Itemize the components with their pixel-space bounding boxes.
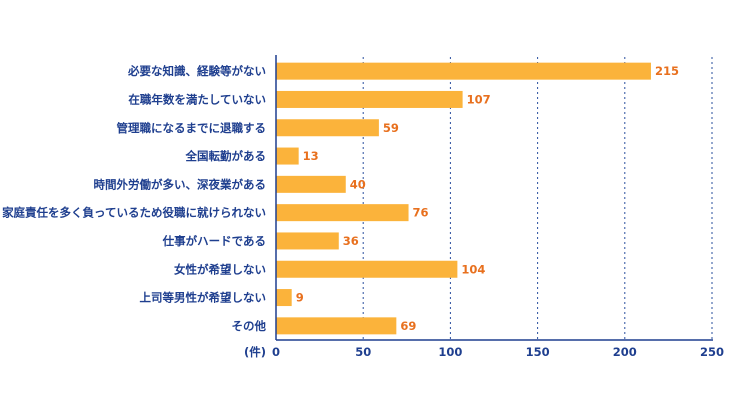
data-label: 69: [400, 319, 416, 333]
x-tick-label: 250: [700, 345, 724, 359]
x-tick-label: 50: [355, 345, 371, 359]
category-labels: 必要な知識、経験等がない在職年数を満たしていない管理職になるまでに退職する全国転…: [2, 64, 266, 333]
x-tick-label: 150: [526, 345, 550, 359]
category-label: 女性が希望しない: [174, 262, 266, 276]
bars: [276, 62, 651, 335]
category-label: 管理職になるまでに退職する: [117, 121, 267, 135]
category-label: 仕事がハードである: [162, 234, 266, 248]
x-tick-label: 0: [272, 345, 280, 359]
category-label: 時間外労働が多い、深夜業がある: [94, 177, 267, 191]
category-label: 全国転勤がある: [185, 149, 267, 163]
bar: [276, 90, 463, 108]
data-labels: 215 107 59 13 40 76 36 104 9 69: [296, 64, 679, 333]
bar: [276, 204, 409, 222]
bar: [276, 62, 651, 80]
bar: [276, 119, 379, 137]
data-label: 107: [467, 92, 491, 106]
data-label: 215: [655, 64, 679, 78]
data-label: 59: [383, 121, 399, 135]
data-label: 9: [296, 291, 304, 305]
data-label: 40: [350, 177, 366, 191]
data-label: 104: [461, 262, 485, 276]
bar: [276, 232, 339, 250]
x-tick-labels: (件) 0 50 100 150 200 250: [244, 345, 724, 359]
bar: [276, 175, 346, 193]
category-label: その他: [232, 319, 267, 333]
x-axis-unit-label: (件): [244, 345, 266, 359]
bar: [276, 147, 299, 165]
category-label: 必要な知識、経験等がない: [127, 64, 266, 78]
data-label: 36: [343, 234, 359, 248]
data-label: 76: [413, 206, 429, 220]
x-tick-label: 200: [613, 345, 637, 359]
x-tick-label: 100: [438, 345, 462, 359]
category-label: 家庭責任を多く負っているため役職に就けられない: [2, 206, 266, 220]
data-label: 13: [303, 149, 319, 163]
bar: [276, 289, 292, 307]
axes: [275, 55, 713, 341]
category-label: 在職年数を満たしていない: [128, 92, 266, 106]
bar: [276, 317, 397, 335]
gridlines: [362, 57, 713, 340]
category-label: 上司等男性が希望しない: [140, 291, 267, 305]
bar: [276, 260, 458, 278]
